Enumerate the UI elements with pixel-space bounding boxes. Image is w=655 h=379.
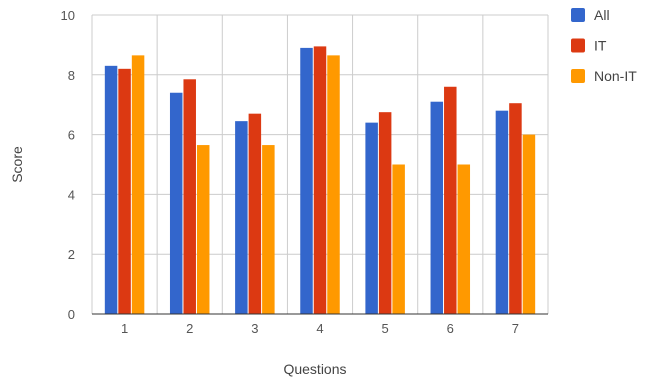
bar-all-q7 xyxy=(495,110,509,315)
bar-all-q3 xyxy=(235,121,248,315)
x-tick-label: 5 xyxy=(382,321,389,336)
y-tick-label: 8 xyxy=(68,68,75,83)
x-tick-label: 6 xyxy=(447,321,454,336)
legend-label: All xyxy=(594,7,610,23)
x-tick-label: 3 xyxy=(251,321,258,336)
bar-it-q6 xyxy=(444,86,457,314)
y-tick-label: 4 xyxy=(68,187,75,202)
bar-all-q2 xyxy=(169,92,183,315)
bar-non-it-q5 xyxy=(392,164,405,314)
bar-non-it-q2 xyxy=(196,145,210,314)
y-tick-label: 10 xyxy=(61,8,75,23)
bar-it-q2 xyxy=(183,79,196,314)
bar-all-q4 xyxy=(300,47,313,314)
y-tick-label: 2 xyxy=(68,247,75,262)
bar-non-it-q1 xyxy=(131,55,145,315)
x-tick-label: 7 xyxy=(512,321,519,336)
legend-swatch xyxy=(571,69,585,83)
bars xyxy=(104,46,536,315)
bar-it-q1 xyxy=(118,68,131,314)
x-tick-label: 4 xyxy=(316,321,323,336)
legend-swatch xyxy=(571,38,585,53)
bar-it-q7 xyxy=(509,103,522,314)
bar-all-q5 xyxy=(365,122,378,314)
bar-non-it-q7 xyxy=(522,134,536,314)
legend: All IT Non-IT xyxy=(571,7,637,84)
legend-label: IT xyxy=(594,38,607,54)
bar-all-q1 xyxy=(104,65,118,314)
bar-it-q3 xyxy=(248,113,262,314)
y-tick-label: 6 xyxy=(68,128,75,143)
x-tick-label: 2 xyxy=(186,321,193,336)
y-axis-title: Score xyxy=(9,146,25,183)
bar-all-q6 xyxy=(430,101,444,315)
legend-swatch xyxy=(571,8,585,22)
bar-non-it-q6 xyxy=(457,164,471,314)
x-axis-title: Questions xyxy=(283,361,346,377)
y-tick-label: 0 xyxy=(68,307,75,322)
bar-it-q4 xyxy=(313,46,327,315)
legend-label: Non-IT xyxy=(594,68,637,84)
bar-non-it-q3 xyxy=(262,145,275,314)
x-tick-label: 1 xyxy=(121,321,128,336)
bar-non-it-q4 xyxy=(327,55,340,315)
bar-it-q5 xyxy=(378,112,392,314)
